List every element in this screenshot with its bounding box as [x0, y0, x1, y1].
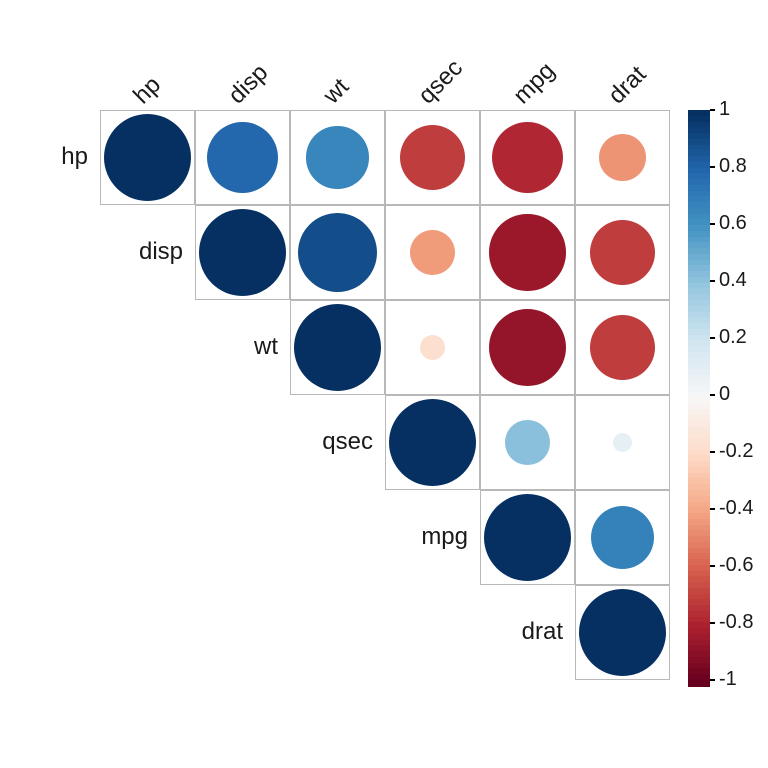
colorbar-tick-label: -0.4: [719, 497, 753, 520]
colorbar-tick-label: 0: [719, 383, 730, 406]
colorbar-tick-label: 1: [719, 98, 730, 121]
colorbar-tick-label: 0.4: [719, 269, 747, 292]
correlation-dot: [492, 122, 563, 193]
row-label: mpg: [0, 523, 468, 551]
correlation-dot: [306, 126, 368, 188]
colorbar-tick-label: -0.8: [719, 611, 753, 634]
colorbar-tick-label: 0.2: [719, 326, 747, 349]
correlation-plot: hpdispwtqsecmpgdrathpdispwtqsecmpgdrat10…: [0, 0, 768, 768]
correlation-dot: [505, 420, 549, 464]
row-label: disp: [0, 238, 183, 266]
correlation-dot: [489, 309, 567, 387]
correlation-dot: [579, 589, 666, 676]
col-label: hp: [128, 71, 167, 110]
colorbar-tick: [710, 508, 715, 509]
colorbar: [688, 110, 710, 680]
row-label: drat: [0, 618, 563, 646]
correlation-dot: [489, 214, 565, 290]
col-label: disp: [223, 59, 274, 110]
colorbar-tick-label: -1: [719, 668, 737, 691]
correlation-dot: [389, 399, 476, 486]
colorbar-tick-label: 0.6: [719, 212, 747, 235]
colorbar-tick: [710, 223, 715, 224]
col-label: qsec: [413, 54, 469, 110]
col-label: drat: [603, 61, 652, 110]
correlation-dot: [410, 230, 455, 275]
colorbar-tick: [710, 679, 715, 680]
correlation-dot: [104, 114, 191, 201]
colorbar-tick-label: -0.6: [719, 554, 753, 577]
col-label: mpg: [508, 57, 561, 110]
colorbar-tick: [710, 565, 715, 566]
colorbar-tick: [710, 451, 715, 452]
correlation-dot: [298, 213, 377, 292]
row-label: qsec: [0, 428, 373, 456]
colorbar-tick-label: 0.8: [719, 155, 747, 178]
correlation-dot: [591, 506, 655, 570]
colorbar-tick-label: -0.2: [719, 440, 753, 463]
correlation-dot: [599, 134, 646, 181]
colorbar-tick: [710, 394, 715, 395]
colorbar-tick: [710, 166, 715, 167]
colorbar-tick: [710, 622, 715, 623]
correlation-dot: [199, 209, 286, 296]
col-label: wt: [318, 73, 355, 110]
row-label: wt: [0, 333, 278, 361]
correlation-dot: [484, 494, 571, 581]
colorbar-tick: [710, 280, 715, 281]
correlation-dot: [294, 304, 381, 391]
colorbar-tick: [710, 337, 715, 338]
row-label: hp: [0, 143, 88, 171]
colorbar-tick: [710, 109, 715, 110]
